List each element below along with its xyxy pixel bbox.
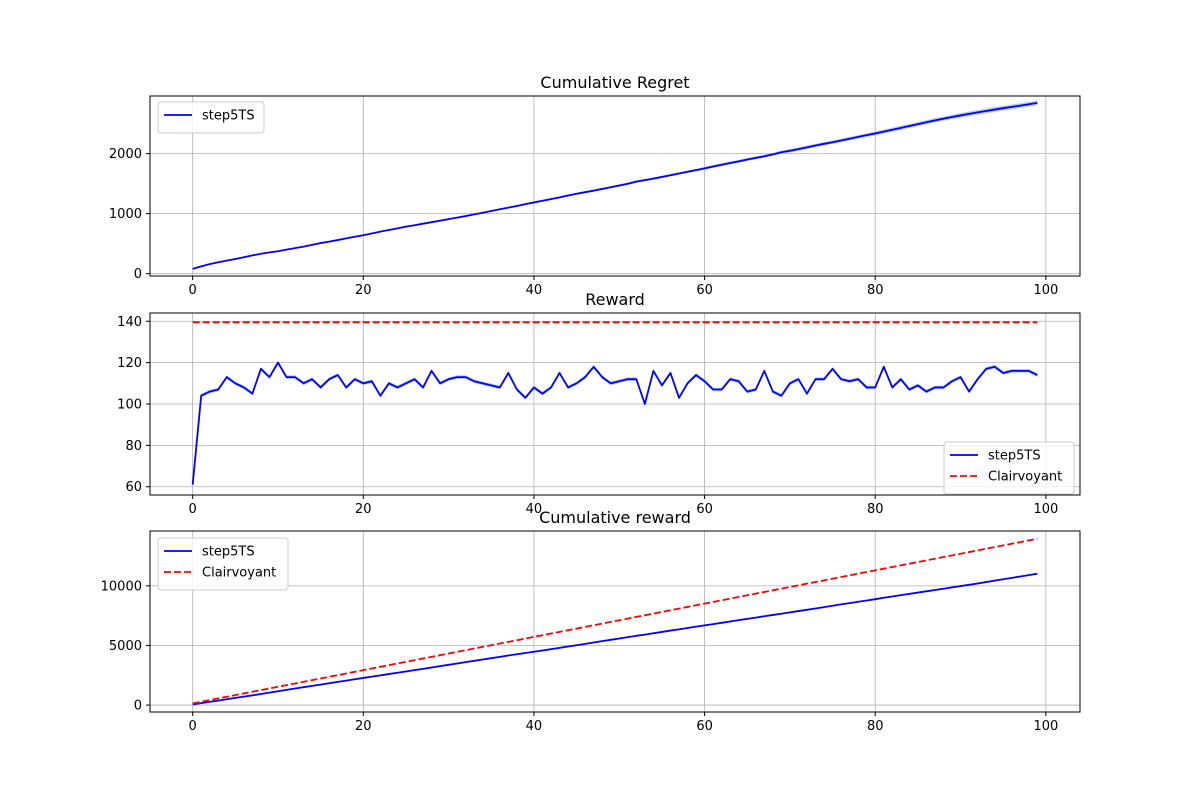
axes-frame bbox=[149, 95, 1081, 277]
x-tick-label: 0 bbox=[189, 719, 197, 734]
series-line-step5ts bbox=[192, 102, 1038, 270]
x-tick-label: 20 bbox=[355, 283, 372, 298]
y-tick-label: 0 bbox=[134, 699, 142, 714]
x-tick-label: 100 bbox=[1033, 283, 1058, 298]
x-tick-label: 0 bbox=[189, 502, 197, 517]
y-tick-label: 1000 bbox=[109, 207, 142, 222]
legend-label-step5ts: step5TS bbox=[202, 109, 255, 124]
y-tick-label: 10000 bbox=[101, 579, 142, 594]
legend-label-clairvoyant: Clairvoyant bbox=[988, 470, 1062, 485]
x-tick-label: 100 bbox=[1033, 502, 1058, 517]
x-tick-label: 80 bbox=[867, 719, 884, 734]
y-tick-label: 120 bbox=[117, 356, 142, 371]
chart-title: Cumulative Regret bbox=[540, 73, 689, 92]
legend: step5TS Clairvoyant bbox=[157, 537, 289, 591]
x-tick-label: 20 bbox=[355, 719, 372, 734]
chart-panel-2: 0 20 40 60 80 100 60 80 100 120 140 Reward step5TS Cl… bbox=[117, 290, 1081, 517]
x-tick-label: 100 bbox=[1033, 719, 1058, 734]
legend-label-step5ts: step5TS bbox=[988, 449, 1041, 464]
y-tick-label: 140 bbox=[117, 315, 142, 330]
x-tick-label: 80 bbox=[867, 502, 884, 517]
y-tick-label: 5000 bbox=[109, 639, 142, 654]
y-tick-label: 0 bbox=[134, 267, 142, 282]
legend: step5TS Clairvoyant bbox=[943, 441, 1075, 495]
legend-label-clairvoyant: Clairvoyant bbox=[202, 566, 276, 581]
chart-title: Cumulative reward bbox=[539, 508, 691, 527]
y-tick-label: 80 bbox=[125, 439, 142, 454]
x-tick-label: 40 bbox=[526, 502, 543, 517]
series-line-clairvoyant bbox=[192, 537, 1038, 705]
axes-frame bbox=[149, 530, 1081, 713]
x-tick-label: 40 bbox=[526, 283, 543, 298]
legend: step5TS bbox=[157, 101, 265, 134]
series-line-step5ts bbox=[192, 572, 1038, 706]
series-line-step5ts bbox=[191, 361, 1038, 485]
chart-title: Reward bbox=[585, 290, 645, 309]
x-tick-label: 60 bbox=[696, 719, 713, 734]
y-tick-label: 2000 bbox=[109, 147, 142, 162]
legend-label-step5ts: step5TS bbox=[202, 545, 255, 560]
y-tick-label: 60 bbox=[125, 480, 142, 495]
x-tick-label: 60 bbox=[696, 502, 713, 517]
x-tick-label: 20 bbox=[355, 502, 372, 517]
legend-box bbox=[157, 101, 265, 134]
x-tick-label: 60 bbox=[696, 283, 713, 298]
y-tick-label: 100 bbox=[117, 398, 142, 413]
x-tick-label: 40 bbox=[526, 719, 543, 734]
x-tick-label: 0 bbox=[189, 283, 197, 298]
x-tick-label: 80 bbox=[867, 283, 884, 298]
chart-panel-3: 0 20 40 60 80 100 0 5000 10000 Cumulative reward s… bbox=[101, 508, 1081, 734]
